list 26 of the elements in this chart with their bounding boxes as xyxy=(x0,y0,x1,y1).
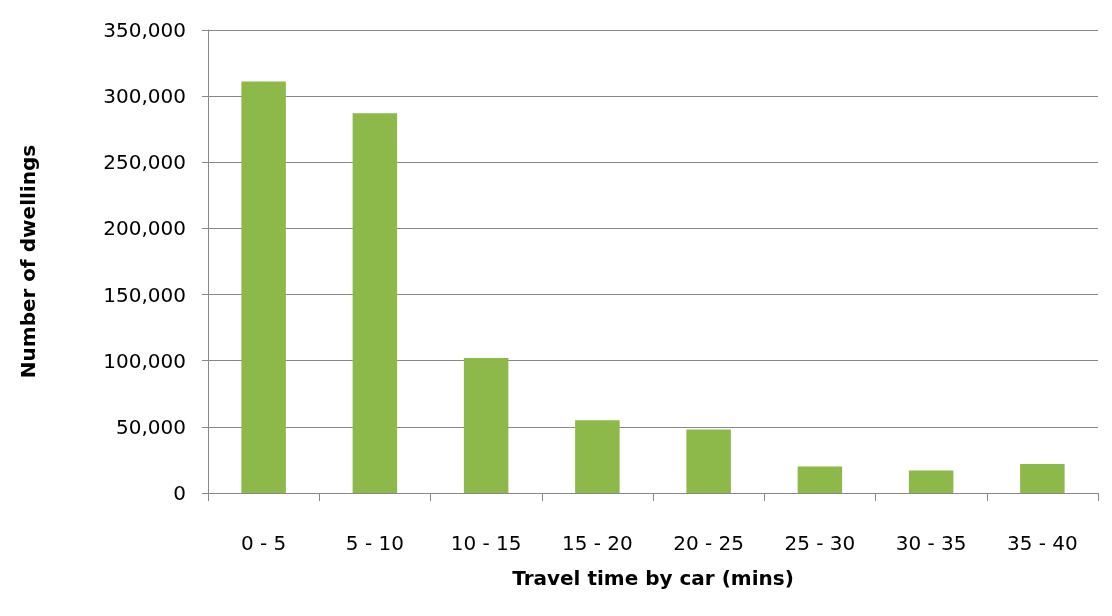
bar xyxy=(352,113,398,493)
x-tick-label: 0 - 5 xyxy=(240,531,287,555)
bar xyxy=(241,81,286,493)
y-axis-title: Number of dwellings xyxy=(16,144,40,379)
y-tick-label: 50,000 xyxy=(116,414,186,439)
bar xyxy=(463,358,509,493)
bar xyxy=(908,470,954,493)
y-tick-label: 0 xyxy=(173,481,186,505)
y-tick-label: 100,000 xyxy=(103,348,186,373)
y-tick-label: 200,000 xyxy=(103,216,186,241)
x-tick-label: 30 - 35 xyxy=(895,531,967,555)
x-tick-label: 25 - 30 xyxy=(784,531,856,555)
y-tick-label: 350,000 xyxy=(103,18,186,42)
x-tick-label: 15 - 20 xyxy=(561,531,633,555)
bar xyxy=(575,420,620,493)
x-axis-title: Travel time by car (mins) xyxy=(512,566,794,590)
bar xyxy=(797,466,843,493)
y-tick-label: 300,000 xyxy=(103,84,186,109)
bar xyxy=(686,429,731,493)
x-tick-label: 10 - 15 xyxy=(450,531,522,555)
x-tick-label: 5 - 10 xyxy=(345,531,404,555)
x-tick-label: 20 - 25 xyxy=(673,531,745,555)
y-tick-label: 250,000 xyxy=(103,150,186,175)
bar xyxy=(1020,463,1065,493)
x-tick-label: 35 - 40 xyxy=(1006,531,1078,555)
y-tick-label: 150,000 xyxy=(103,282,186,307)
